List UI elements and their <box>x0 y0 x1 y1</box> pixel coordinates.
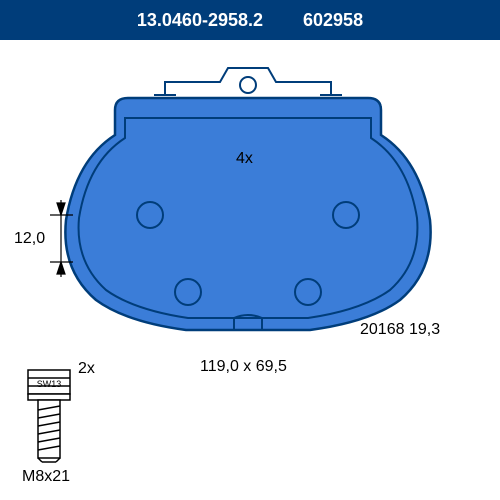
brake-pad-diagram: SW13 <box>0 40 500 500</box>
thickness-label: 12,0 <box>14 230 45 248</box>
part-number: 13.0460-2958.2 <box>137 10 263 31</box>
bolt-quantity: 2x <box>78 360 95 378</box>
part-code: 602958 <box>303 10 363 31</box>
header-bar: 13.0460-2958.2 602958 <box>0 0 500 40</box>
pad-code: 20168 19,3 <box>360 321 440 339</box>
bolt-spec: M8x21 <box>22 468 70 486</box>
bolt-hex-label: SW13 <box>37 379 62 389</box>
pad-quantity: 4x <box>236 150 253 168</box>
diagram-area: SW13 4x 12,0 20168 19,3 119,0 x 69,5 2x … <box>0 40 500 500</box>
dimensions-label: 119,0 x 69,5 <box>200 358 287 376</box>
